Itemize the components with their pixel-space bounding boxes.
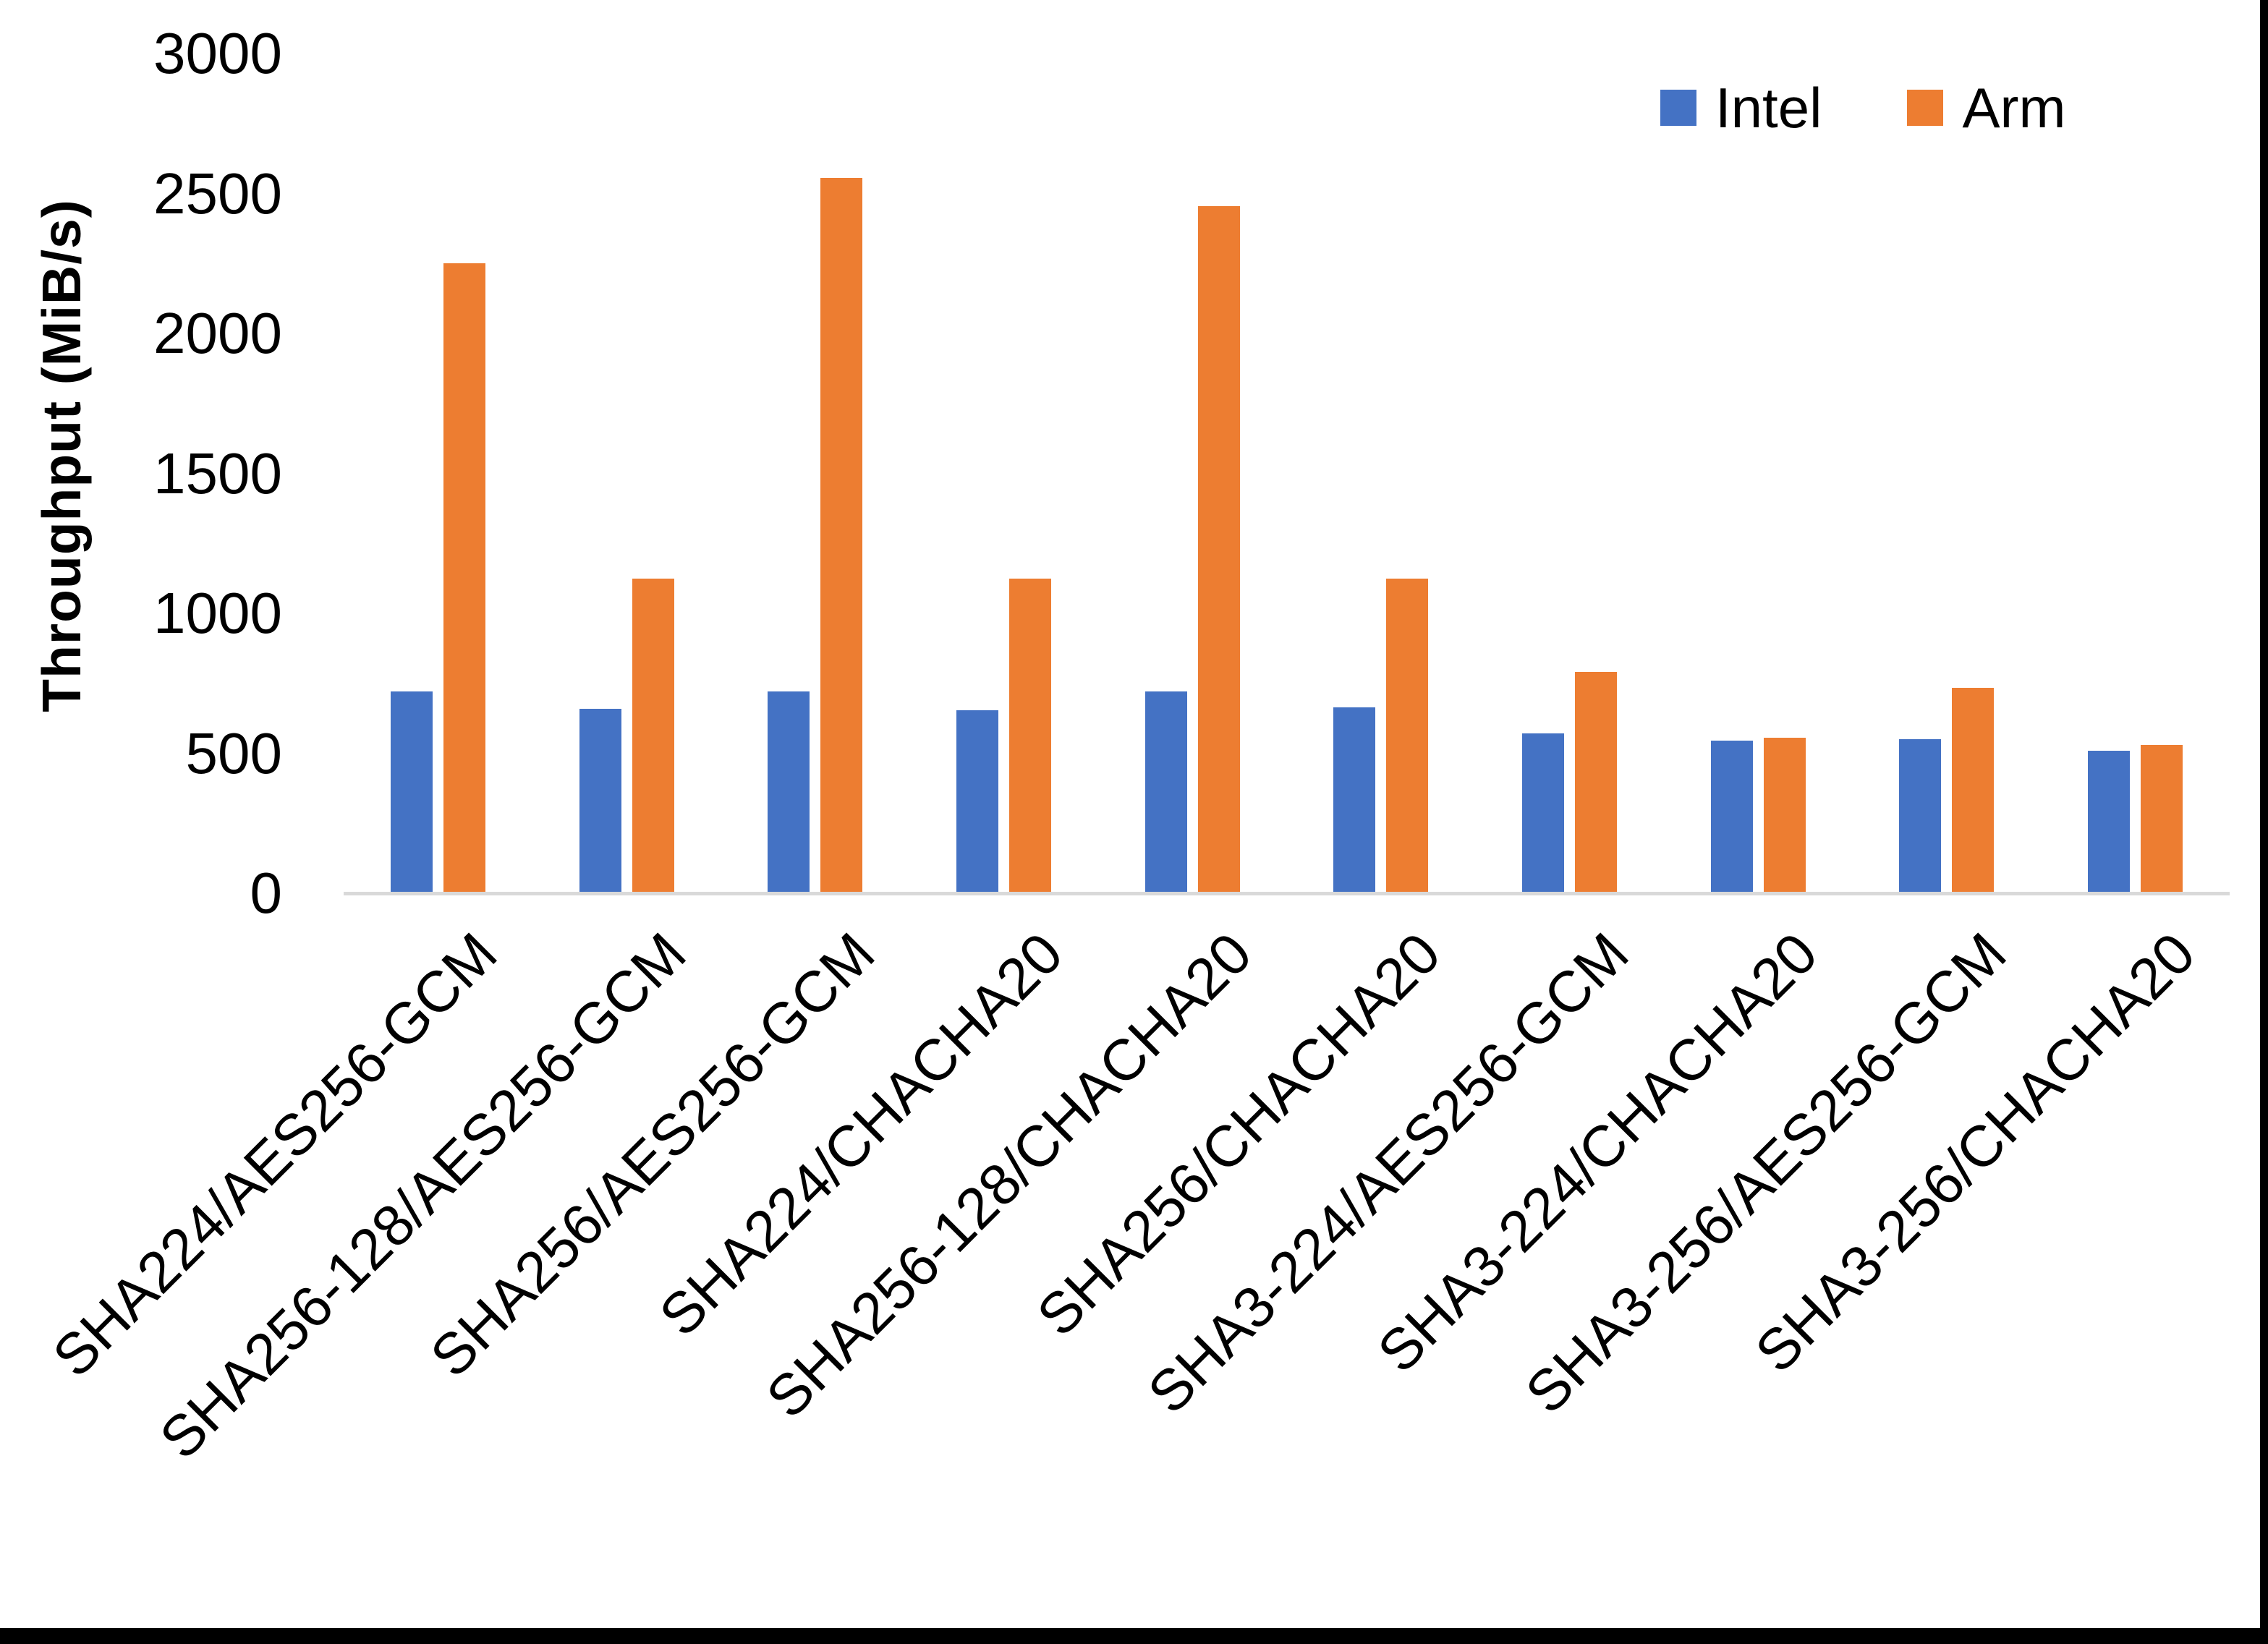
bar-intel-4: [956, 710, 998, 893]
legend-label: Intel: [1715, 76, 1822, 140]
legend-swatch-icon: [1660, 90, 1696, 126]
bar-arm-8: [1763, 738, 1806, 893]
legend-item-intel: Intel: [1660, 80, 1822, 136]
bar-arm-4: [1008, 578, 1051, 893]
legend-label: Arm: [1962, 76, 2066, 140]
bar-intel-2: [579, 708, 621, 893]
x-axis-line: [344, 892, 2230, 895]
figure-border-right: [2260, 0, 2268, 1644]
bar-intel-7: [1522, 733, 1565, 893]
y-tick-label-2500: 2500: [153, 161, 282, 226]
bar-arm-1: [443, 263, 485, 893]
bar-intel-8: [1710, 741, 1753, 893]
legend-item-arm: Arm: [1907, 80, 2065, 136]
bar-arm-6: [1386, 578, 1429, 893]
bar-intel-1: [390, 691, 433, 893]
y-tick-label-1500: 1500: [153, 440, 282, 506]
y-tick-label-3000: 3000: [153, 21, 282, 85]
y-tick-label-0: 0: [250, 861, 283, 925]
y-tick-label-1000: 1000: [153, 581, 282, 645]
bar-arm-3: [820, 178, 863, 893]
bar-arm-10: [2141, 744, 2183, 893]
legend: Intel Arm: [1660, 80, 2065, 136]
bar-arm-5: [1197, 205, 1240, 893]
bar-arm-7: [1575, 672, 1618, 893]
legend-swatch-icon: [1907, 90, 1944, 126]
bar-intel-10: [2088, 750, 2131, 893]
bar-intel-5: [1144, 691, 1187, 893]
bar-intel-9: [1899, 739, 1942, 893]
y-tick-label-2000: 2000: [153, 301, 282, 365]
bar-arm-9: [1952, 687, 1995, 893]
figure-border-bottom: [0, 1628, 2268, 1644]
bar-arm-2: [632, 578, 674, 893]
y-tick-label-500: 500: [185, 720, 282, 785]
bar-intel-6: [1333, 707, 1376, 893]
bar-intel-3: [768, 691, 810, 893]
